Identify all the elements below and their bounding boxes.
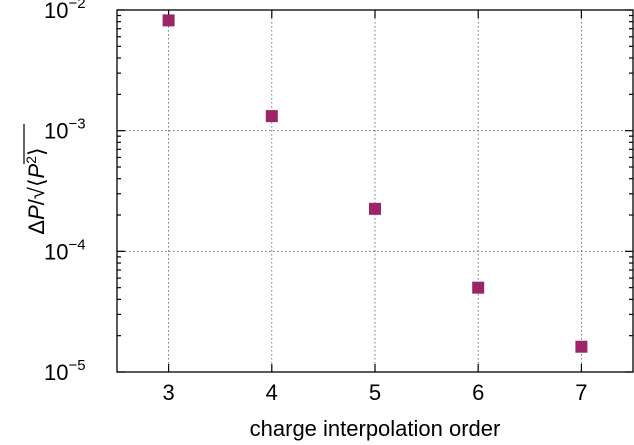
y-label-sup: 2 xyxy=(23,156,39,164)
data-point xyxy=(472,281,485,294)
data-point xyxy=(575,340,588,353)
data-points xyxy=(162,14,588,353)
plot-frame xyxy=(116,9,634,373)
y-label-angle-close: ⟩ xyxy=(24,147,49,156)
y-label-delta: Δ xyxy=(24,220,49,235)
grid xyxy=(117,9,633,373)
y-label-p: P xyxy=(24,205,49,220)
x-tick-label: 7 xyxy=(575,380,587,405)
data-point xyxy=(265,110,278,123)
y-tick-label: 10−4 xyxy=(44,236,86,264)
y-label-slash: / xyxy=(24,198,49,205)
data-point xyxy=(162,14,175,27)
x-tick-label: 3 xyxy=(162,380,174,405)
y-tick-label: 10−5 xyxy=(44,357,86,385)
y-axis-label: ΔP/√⟨P2⟩ xyxy=(23,147,49,234)
x-tick-label: 5 xyxy=(369,380,381,405)
x-tick-label: 4 xyxy=(266,380,278,405)
y-tick-label: 10−2 xyxy=(44,0,86,23)
y-label-angle-open: ⟨ xyxy=(24,178,49,187)
y-tick-label: 10−3 xyxy=(44,116,86,144)
ticks: 3 4 5 6 7 10−2 10−3 10−4 10−5 xyxy=(44,0,633,405)
data-point xyxy=(369,202,381,215)
y-label-sqrt: √ xyxy=(24,186,49,199)
x-axis-label: charge interpolation order xyxy=(250,416,501,441)
y-label-p-inner: P xyxy=(24,163,49,178)
x-tick-label: 6 xyxy=(472,380,484,405)
